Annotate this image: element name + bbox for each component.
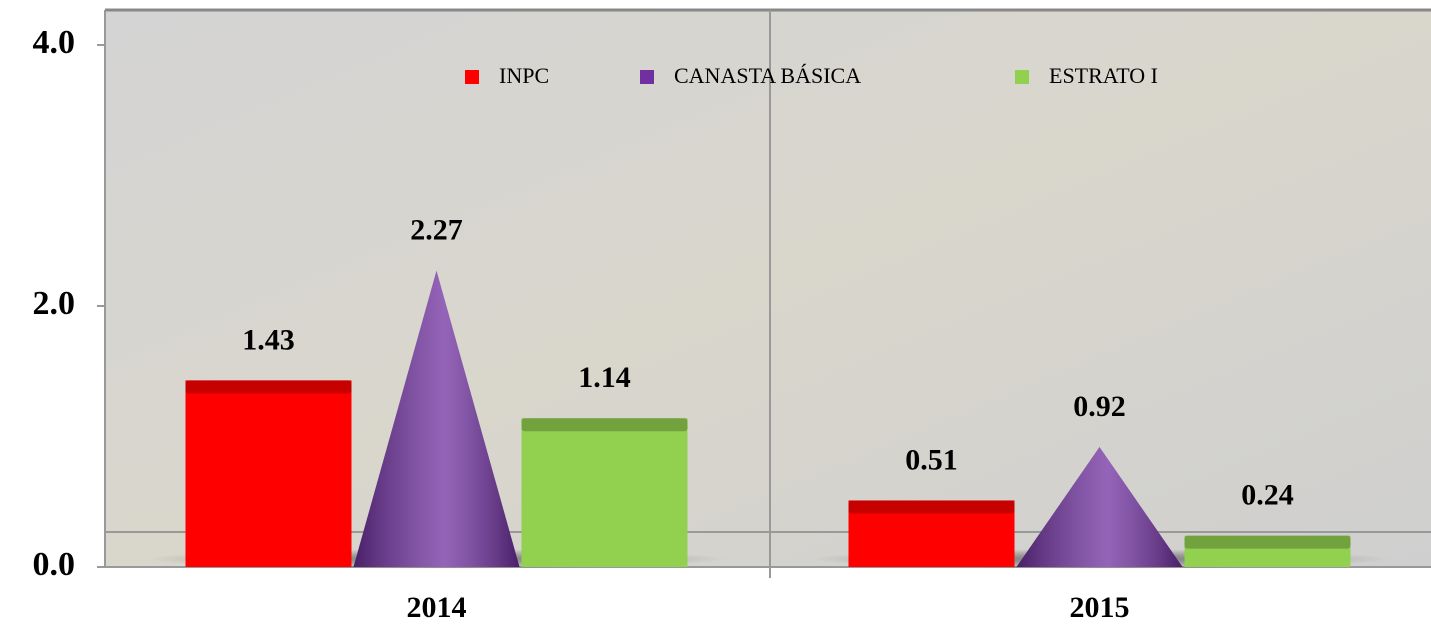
value-label: 2.27 — [410, 214, 463, 247]
y-tick-label: 2.0 — [33, 285, 76, 322]
legend-label: ESTRATO I — [1049, 63, 1158, 88]
bar — [522, 418, 688, 567]
y-tick-label: 0.0 — [33, 546, 76, 583]
value-label: 0.92 — [1073, 390, 1126, 423]
value-label: 0.51 — [905, 443, 958, 476]
legend-swatch — [640, 70, 654, 84]
x-tick-label: 2015 — [1070, 591, 1130, 624]
bar-top — [1185, 536, 1351, 549]
value-label: 1.14 — [578, 361, 631, 394]
x-tick-label: 2014 — [407, 591, 467, 624]
value-label: 1.43 — [242, 323, 295, 356]
legend-label: CANASTA BÁSICA — [674, 63, 861, 88]
bar — [186, 380, 352, 567]
chart: 0.0 2.0 4.0 INPC CANASTA BÁSICA ESTRATO I 2014… — [0, 0, 1431, 627]
bar-top — [849, 500, 1015, 513]
legend-swatch — [465, 70, 479, 84]
bar-top — [522, 418, 688, 431]
value-label: 0.24 — [1241, 479, 1294, 512]
legend-swatch — [1015, 70, 1029, 84]
y-tick-label: 4.0 — [33, 24, 76, 61]
legend-label: INPC — [499, 63, 549, 88]
bar-top — [186, 380, 352, 393]
